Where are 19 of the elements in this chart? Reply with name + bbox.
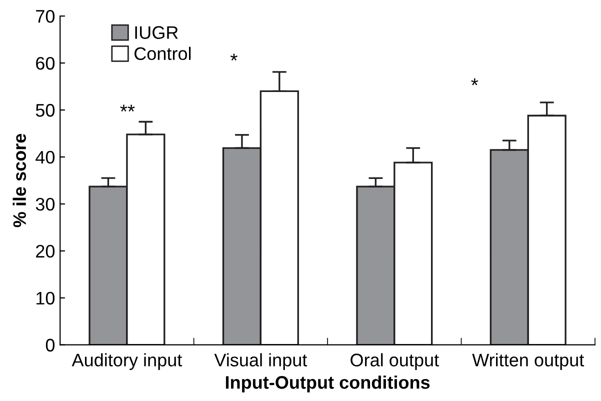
legend-label: Control xyxy=(134,46,191,60)
y-tick-label: 40 xyxy=(36,150,55,164)
y-axis-title: % ile score xyxy=(12,134,26,228)
x-axis-title: Input-Output conditions xyxy=(226,376,430,392)
y-tick-label: 30 xyxy=(36,198,55,211)
x-tick-label: Auditory input xyxy=(72,353,182,370)
annotation: * xyxy=(230,54,238,61)
y-tick-label: 10 xyxy=(36,292,55,305)
y-tick-label: 50 xyxy=(36,104,55,117)
y-tick-label: 20 xyxy=(36,244,55,258)
annotation: ** xyxy=(120,104,135,112)
y-tick-label: 70 xyxy=(36,10,55,23)
x-tick-label: Oral output xyxy=(350,353,439,370)
x-tick-label: Visual input xyxy=(214,353,308,370)
x-tick-label: Written output xyxy=(472,353,584,370)
y-tick-label: 0 xyxy=(46,338,55,352)
y-tick-label: 60 xyxy=(36,56,55,70)
legend-label: IUGR xyxy=(135,26,178,39)
annotation: * xyxy=(471,78,478,86)
